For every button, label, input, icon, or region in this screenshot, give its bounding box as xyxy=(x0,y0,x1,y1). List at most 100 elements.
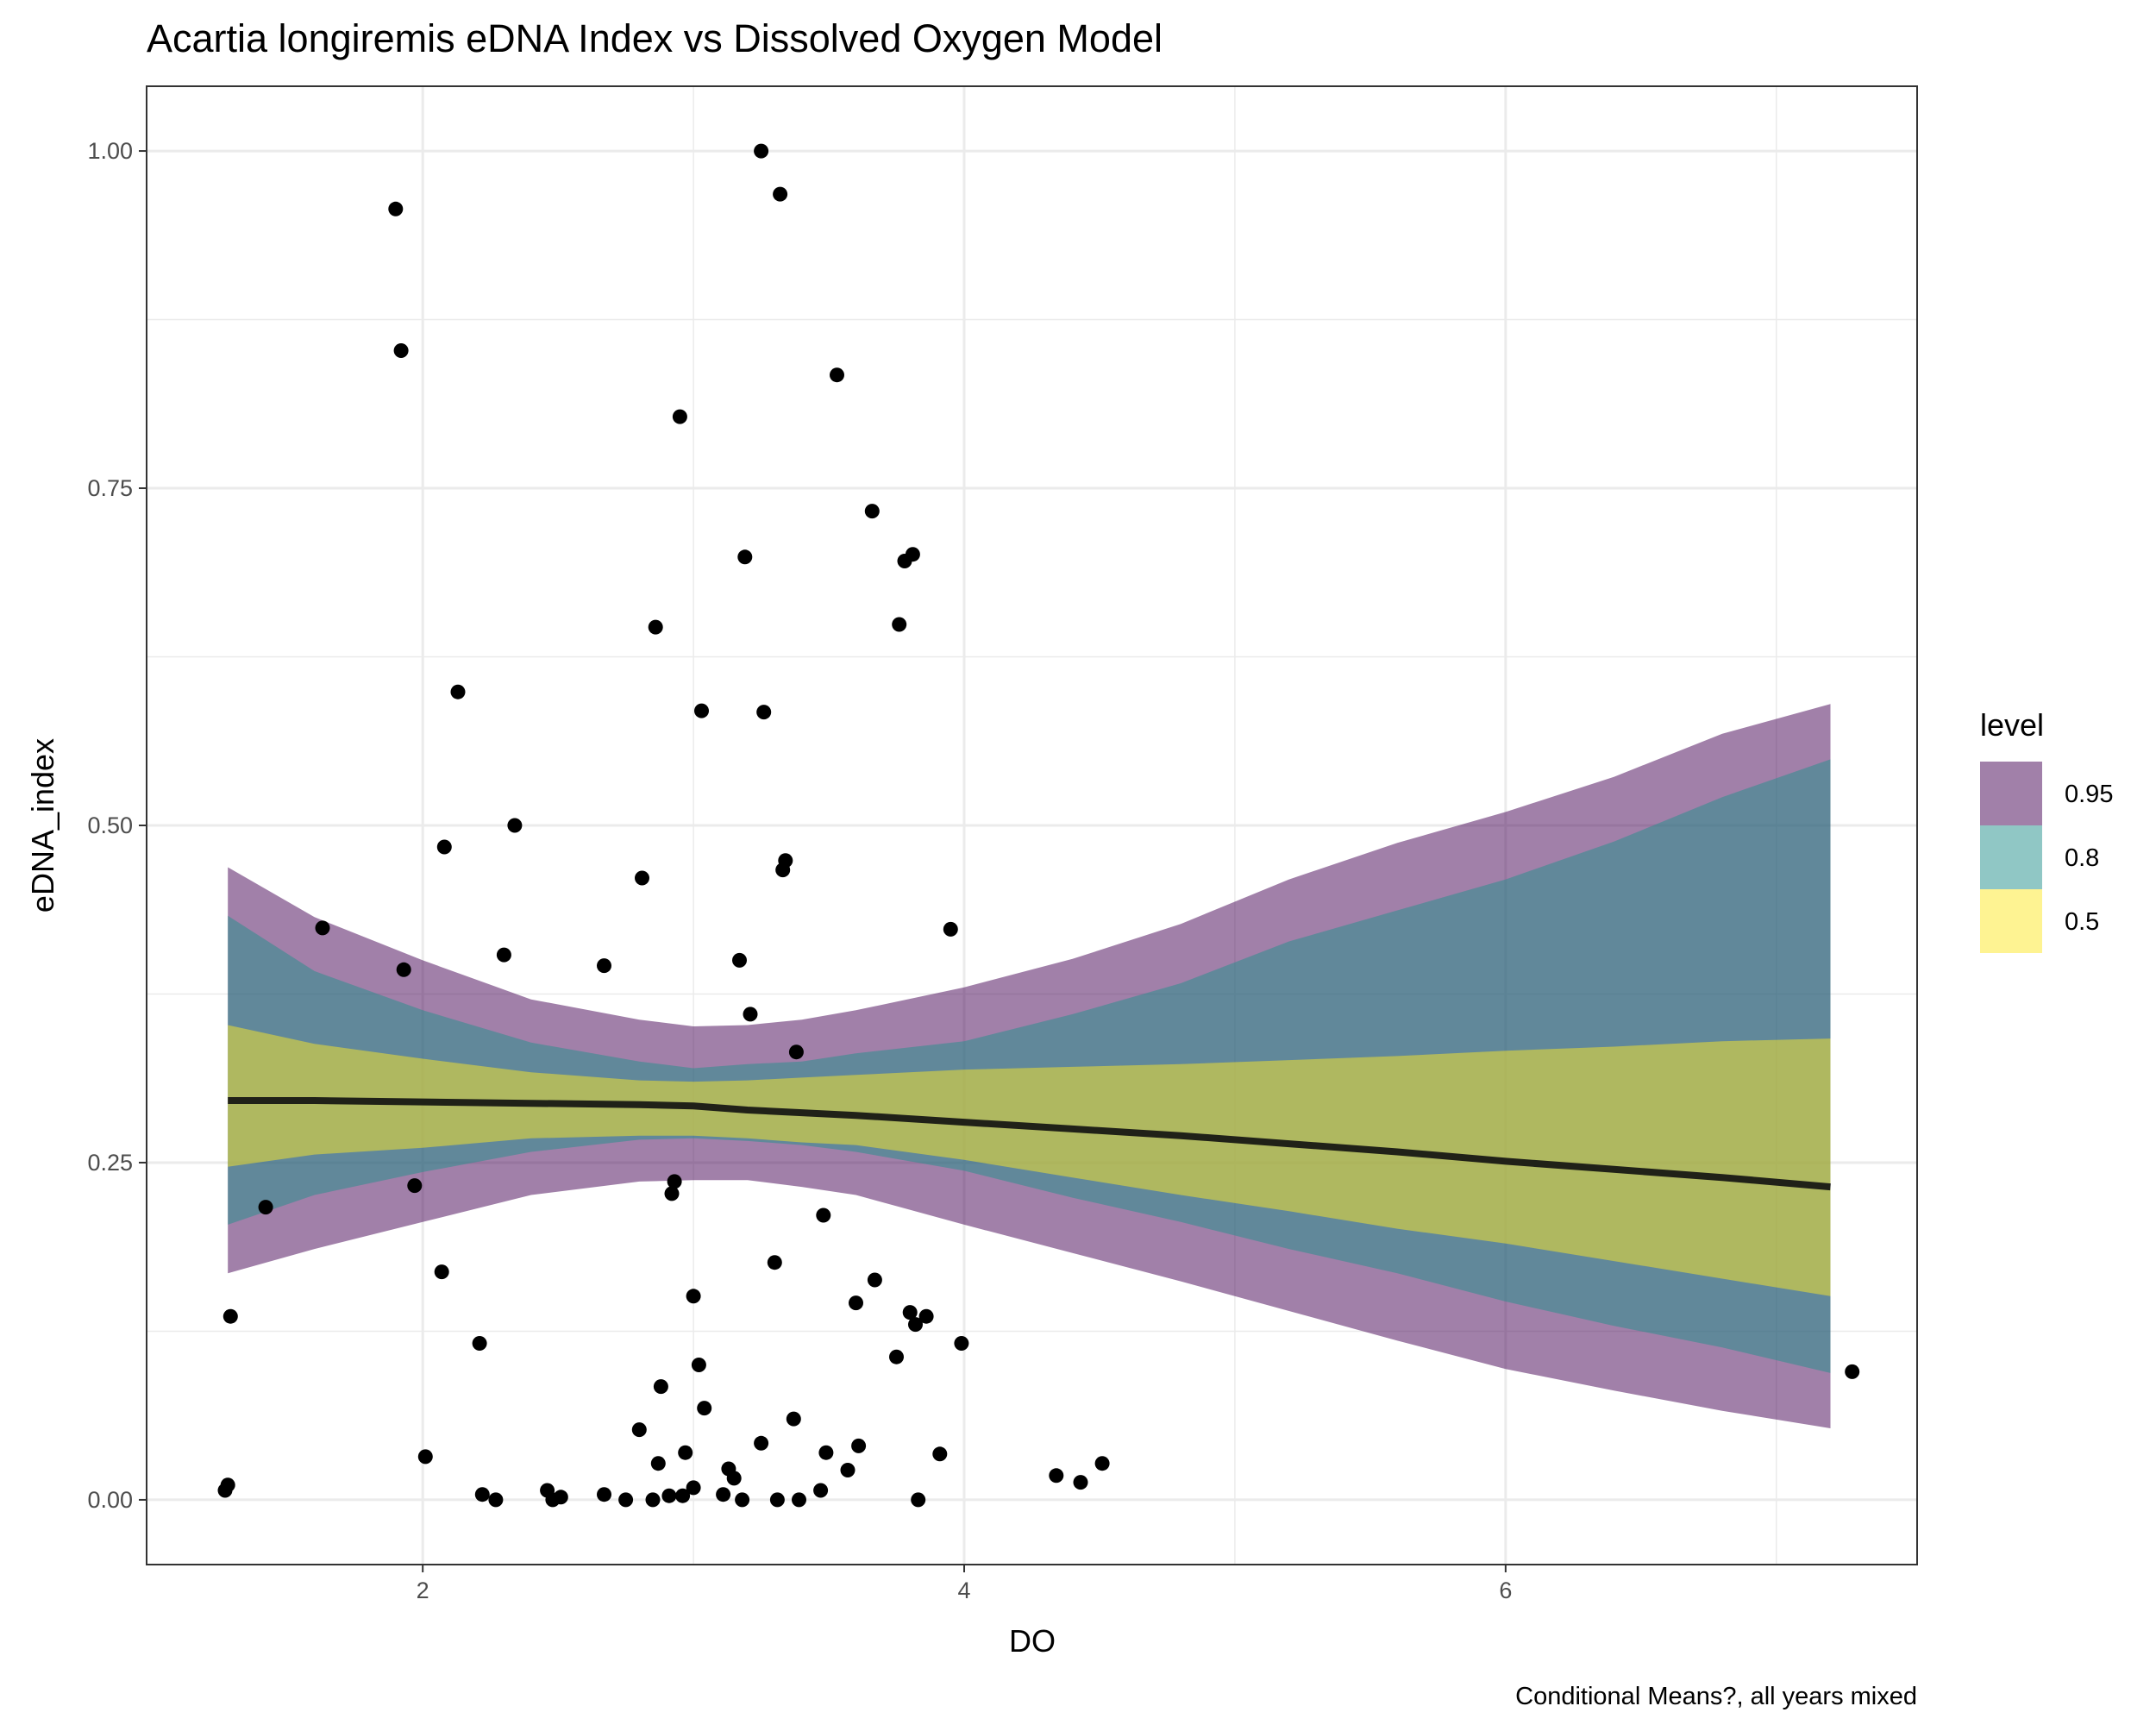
data-point xyxy=(1845,1364,1860,1379)
data-point xyxy=(450,684,466,699)
data-point xyxy=(908,1317,923,1333)
caption: Conditional Means?, all years mixed xyxy=(1515,1683,1917,1710)
data-point xyxy=(222,1308,238,1324)
data-point xyxy=(792,1492,806,1508)
data-point xyxy=(597,958,611,974)
data-point xyxy=(472,1336,487,1351)
legend-label: 0.5 xyxy=(2065,908,2099,936)
data-point xyxy=(816,1208,831,1223)
data-point xyxy=(315,920,330,936)
data-point xyxy=(407,1178,423,1194)
data-point xyxy=(631,1422,647,1438)
data-point xyxy=(786,1411,801,1427)
legend-label: 0.8 xyxy=(2065,844,2099,872)
data-point xyxy=(1094,1456,1110,1471)
data-point xyxy=(911,1492,926,1508)
data-point xyxy=(773,186,788,202)
x-tick-label: 4 xyxy=(958,1578,971,1603)
data-point xyxy=(754,1435,769,1451)
data-point xyxy=(388,201,404,216)
y-tick-label: 0.25 xyxy=(87,1150,133,1176)
data-point xyxy=(726,1471,742,1486)
data-point xyxy=(849,1295,863,1311)
data-point xyxy=(954,1336,969,1351)
data-point xyxy=(813,1483,829,1498)
data-point xyxy=(769,1492,785,1508)
y-tick-label: 0.00 xyxy=(87,1487,133,1513)
data-point xyxy=(672,409,687,424)
data-point xyxy=(754,143,769,159)
x-axis-title: DO xyxy=(1009,1623,1056,1659)
data-point xyxy=(737,549,753,565)
data-point xyxy=(697,1401,712,1416)
data-point xyxy=(889,1349,904,1364)
data-point xyxy=(1073,1475,1088,1490)
data-point xyxy=(818,1445,834,1460)
y-tick-label: 1.00 xyxy=(87,138,133,164)
chart-title: Acartia longiremis eDNA Index vs Dissolv… xyxy=(147,16,1163,60)
y-axis-title: eDNA_index xyxy=(25,738,60,913)
legend: level 0.95 0.8 0.5 xyxy=(1980,707,2113,953)
data-point xyxy=(830,367,844,383)
ribbon-0.5 xyxy=(228,1025,1831,1296)
data-point xyxy=(496,947,511,963)
data-point xyxy=(667,1174,682,1189)
data-point xyxy=(735,1492,750,1508)
y-axis-ticks: 0.00 0.25 0.50 0.75 1.00 xyxy=(87,138,147,1513)
data-point xyxy=(686,1480,701,1496)
data-point xyxy=(661,1488,677,1503)
data-point xyxy=(396,962,411,977)
data-point xyxy=(618,1492,634,1508)
data-point xyxy=(743,1007,758,1022)
data-point xyxy=(417,1449,433,1465)
data-point xyxy=(597,1487,611,1502)
data-point xyxy=(220,1477,235,1493)
legend-key-0.95 xyxy=(1980,762,2042,825)
data-point xyxy=(553,1490,568,1505)
data-point xyxy=(892,617,907,632)
ribbons xyxy=(228,704,1831,1428)
data-point xyxy=(867,1272,882,1288)
data-point xyxy=(691,1358,706,1372)
data-point xyxy=(686,1289,701,1304)
data-point xyxy=(767,1255,782,1270)
data-point xyxy=(932,1446,948,1462)
legend-key-0.5 xyxy=(1980,889,2042,953)
y-tick-label: 0.75 xyxy=(87,475,133,501)
data-point xyxy=(902,1305,918,1320)
x-tick-label: 6 xyxy=(1499,1578,1512,1603)
data-point xyxy=(436,839,452,855)
data-point xyxy=(635,870,649,886)
data-point xyxy=(778,853,793,869)
data-point xyxy=(474,1487,490,1502)
legend-key-0.8 xyxy=(1980,825,2042,889)
data-point xyxy=(488,1492,504,1508)
data-point xyxy=(716,1487,731,1502)
data-point xyxy=(864,504,880,519)
data-point xyxy=(788,1044,804,1060)
data-point xyxy=(943,921,958,937)
data-point xyxy=(918,1308,934,1324)
data-point xyxy=(645,1492,661,1508)
data-point xyxy=(694,703,709,718)
data-point xyxy=(1049,1468,1064,1484)
data-point xyxy=(851,1438,867,1453)
data-point xyxy=(434,1264,449,1280)
trend-line-layer xyxy=(228,1097,1831,1191)
y-tick-label: 0.50 xyxy=(87,812,133,838)
points xyxy=(217,143,1860,1508)
data-point xyxy=(653,1379,668,1395)
legend-title: level xyxy=(1980,707,2044,743)
data-point xyxy=(648,619,663,635)
x-tick-label: 2 xyxy=(417,1578,429,1603)
data-point xyxy=(664,1186,680,1201)
data-point xyxy=(905,547,920,562)
trend-line xyxy=(228,1097,1831,1191)
data-point xyxy=(393,343,409,358)
data-point xyxy=(675,1488,691,1503)
data-point xyxy=(732,952,747,968)
data-point xyxy=(756,705,772,720)
legend-label: 0.95 xyxy=(2065,781,2113,808)
x-axis-ticks: 2 4 6 xyxy=(417,1565,1512,1603)
